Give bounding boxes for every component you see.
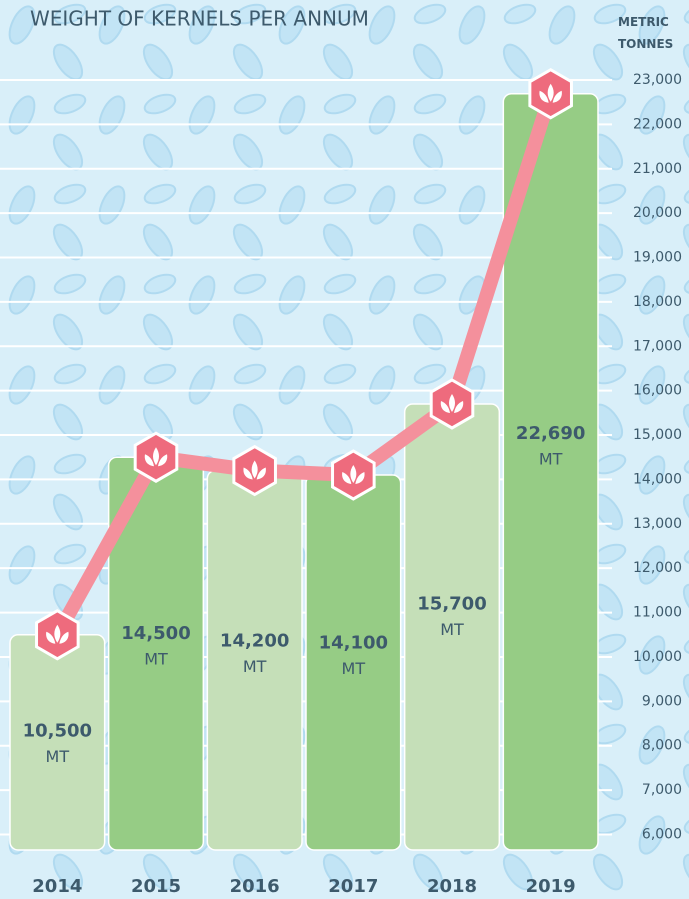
x-tick-label: 2019 — [526, 876, 576, 897]
value-unit: MT — [144, 649, 168, 668]
chart-title: WEIGHT OF KERNELS PER ANNUM — [30, 7, 369, 31]
y-tick-label: 12,000 — [633, 560, 682, 576]
marker-icon — [342, 464, 365, 484]
y-tick-label: 6,000 — [642, 826, 682, 842]
y-tick-label: 14,000 — [633, 471, 682, 487]
marker-icon — [243, 460, 266, 480]
x-tick-label: 2015 — [131, 876, 181, 897]
value-unit: MT — [342, 659, 366, 678]
x-tick-label: 2014 — [32, 876, 82, 897]
marker — [232, 444, 277, 497]
value-label: 22,690 — [516, 423, 585, 444]
y-tick-label: 20,000 — [633, 205, 682, 221]
y-tick-label: 23,000 — [633, 72, 682, 88]
y-tick-label: 13,000 — [633, 516, 682, 532]
marker-icon — [46, 624, 69, 644]
y-tick-label: 16,000 — [633, 383, 682, 399]
x-tick-label: 2017 — [328, 876, 378, 897]
y-tick-label: 19,000 — [633, 250, 682, 266]
trend-line — [51, 91, 558, 639]
marker — [528, 68, 573, 120]
marker — [133, 431, 179, 483]
y-tick-label: 9,000 — [642, 693, 682, 709]
value-unit: MT — [440, 620, 464, 639]
y-tick-label: 15,000 — [633, 427, 682, 443]
value-label: 14,200 — [220, 630, 289, 651]
x-tick-label: 2018 — [427, 876, 477, 897]
y-tick-label: 10,000 — [633, 649, 682, 665]
marker — [35, 609, 80, 661]
value-unit: MT — [243, 657, 267, 676]
marker — [331, 449, 376, 501]
value-label: 10,500 — [23, 721, 92, 742]
marker-icon — [144, 447, 168, 467]
bar — [9, 634, 106, 851]
marker — [429, 378, 475, 430]
value-unit: MT — [539, 450, 563, 469]
value-label: 14,100 — [319, 633, 388, 654]
marker-icon — [539, 83, 562, 103]
value-label: 14,500 — [121, 623, 190, 644]
y-tick-label: 7,000 — [642, 782, 682, 798]
value-label: 15,700 — [417, 594, 486, 615]
y-tick-label: 11,000 — [633, 605, 682, 621]
y-tick-label: 17,000 — [633, 338, 682, 354]
x-tick-label: 2016 — [230, 876, 280, 897]
marker-icon — [440, 393, 464, 413]
value-unit: MT — [46, 747, 70, 766]
y-tick-label: 8,000 — [642, 738, 682, 754]
y-tick-label: 18,000 — [633, 294, 682, 310]
y-tick-label: 22,000 — [633, 116, 682, 132]
y-tick-label: 21,000 — [633, 161, 682, 177]
y-axis-title: METRIC TONNES — [618, 15, 674, 51]
